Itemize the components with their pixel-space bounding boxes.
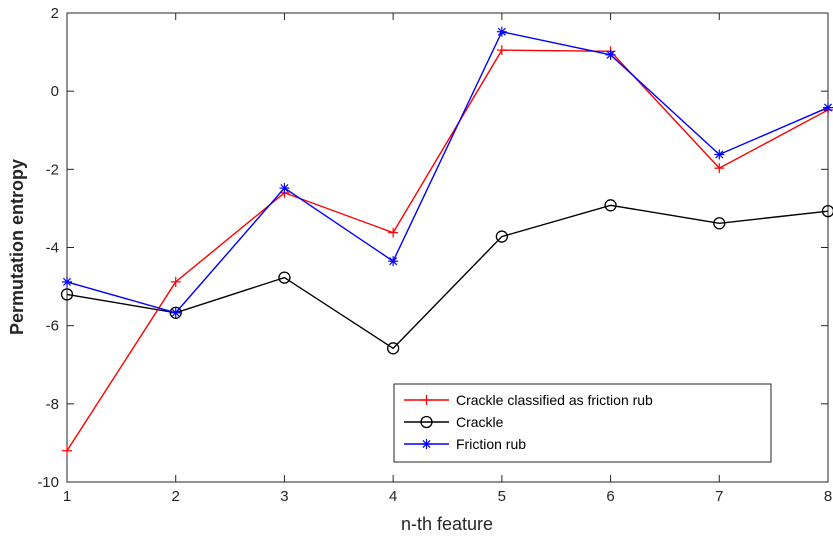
data-point — [823, 102, 833, 113]
x-axis: 1 2 3 4 5 6 7 8 — [63, 13, 832, 505]
y-axis: -10 -8 -6 -4 -2 0 2 — [37, 5, 828, 491]
x-axis-title: n-th feature — [401, 514, 493, 534]
marker-stroke — [823, 103, 833, 112]
data-point — [496, 45, 507, 56]
marker-stroke — [62, 277, 72, 286]
y-tick-label: 2 — [51, 5, 59, 22]
data-point — [62, 445, 72, 456]
series-line — [66, 204, 829, 350]
legend-item: Crackle classified as friction rub — [404, 392, 653, 408]
data-point — [170, 276, 181, 287]
y-tick-label: -10 — [37, 474, 59, 491]
data-point — [388, 227, 399, 238]
data-point — [495, 230, 509, 243]
series-asterisk — [62, 26, 833, 318]
legend-marker — [420, 415, 433, 429]
x-tick-label: 7 — [715, 488, 723, 505]
legend-marker — [421, 439, 432, 449]
marker-stroke — [715, 150, 724, 159]
y-tick-label: -4 — [46, 240, 59, 257]
marker-stroke — [280, 184, 289, 193]
series-layer — [60, 26, 833, 456]
y-axis-title: Permutation entropy — [7, 159, 27, 335]
data-point — [388, 256, 399, 267]
x-tick-label: 2 — [172, 488, 180, 505]
series-circle — [60, 199, 833, 355]
data-point — [605, 49, 616, 60]
data-point — [496, 26, 507, 37]
data-point — [604, 199, 617, 212]
y-tick-label: -2 — [46, 161, 59, 178]
data-point — [60, 288, 74, 301]
data-point — [714, 149, 725, 160]
legend-marker — [421, 395, 432, 405]
x-tick-label: 4 — [389, 488, 397, 505]
x-tick-label: 8 — [824, 488, 832, 505]
y-tick-label: -8 — [46, 396, 59, 413]
marker-stroke — [422, 439, 431, 449]
data-point — [713, 217, 726, 230]
legend-item: Friction rub — [404, 436, 526, 452]
data-point — [169, 306, 182, 319]
marker-stroke — [389, 257, 398, 266]
data-point — [278, 271, 291, 284]
data-point — [821, 205, 833, 218]
series-line — [66, 30, 829, 314]
marker-stroke — [606, 50, 615, 59]
marker-stroke — [171, 308, 180, 317]
data-point — [279, 183, 290, 194]
x-tick-label: 3 — [280, 488, 288, 505]
data-point — [62, 276, 72, 287]
data-point — [714, 163, 725, 174]
legend-box — [393, 383, 772, 463]
legend-label: Friction rub — [456, 436, 526, 452]
x-tick-label: 1 — [63, 488, 71, 505]
legend-item: Crackle — [404, 414, 504, 430]
legend-label: Crackle classified as friction rub — [456, 392, 653, 408]
legend-label: Crackle — [456, 414, 504, 430]
x-tick-label: 5 — [498, 488, 506, 505]
series-line — [66, 49, 829, 452]
data-point — [386, 342, 400, 355]
y-tick-label: 0 — [51, 83, 59, 100]
data-point — [170, 307, 181, 318]
legend: Crackle classified as friction rub Crackl… — [393, 383, 772, 463]
x-tick-label: 6 — [606, 488, 614, 505]
y-tick-label: -6 — [46, 318, 59, 335]
marker-stroke — [497, 27, 506, 36]
